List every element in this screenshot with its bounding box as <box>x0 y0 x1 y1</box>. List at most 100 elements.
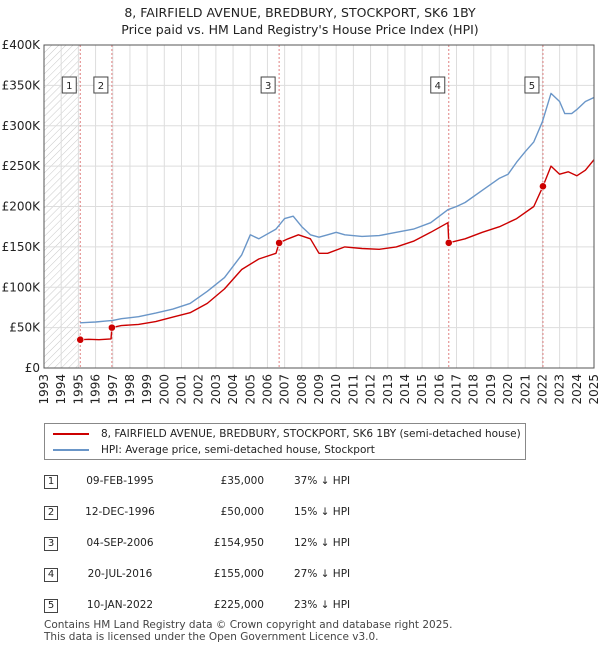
x-tick-label: 1993 <box>37 374 51 405</box>
sale-markers: 1 2 3 4 5 <box>61 76 547 344</box>
transaction-price: £225,000 <box>213 599 264 611</box>
transaction-number: 5 <box>44 599 58 613</box>
x-tick-label: 2004 <box>226 374 240 405</box>
x-tick-label: 2007 <box>278 374 292 405</box>
transaction-date: 10-JAN-2022 <box>86 599 154 611</box>
x-tick-label: 1996 <box>89 374 103 405</box>
sale-point <box>76 335 85 344</box>
x-tick-label: 2002 <box>192 374 206 405</box>
x-tick-label: 1994 <box>54 374 68 405</box>
table-row: 4 20-JUL-2016 £155,000 27% ↓ HPI <box>44 565 464 585</box>
sale-marker-box <box>260 76 276 94</box>
y-axis-ticks: £0 £50K £100K £150K £200K £250K £300K £350K £400… <box>2 40 42 375</box>
legend-label-hpi: HPI: Average price, semi-detached house,… <box>101 444 375 456</box>
transaction-date: 20-JUL-2016 <box>87 568 153 580</box>
transaction-date: 09-FEB-1995 <box>86 475 154 487</box>
x-tick-label: 2016 <box>432 374 446 405</box>
x-tick-label: 2008 <box>295 374 309 405</box>
sale-marker-label: 5 <box>529 81 535 92</box>
legend-entry-property: 8, FAIRFIELD AVENUE, BREDBURY, STOCKPORT… <box>53 426 521 442</box>
transaction-number: 4 <box>44 568 58 582</box>
legend-swatch-hpi <box>53 449 89 451</box>
footer: Contains HM Land Registry data © Crown c… <box>44 619 452 643</box>
transaction-price: £154,950 <box>213 537 264 549</box>
x-tick-label: 2012 <box>364 374 378 405</box>
sale-marker-label: 4 <box>435 81 441 92</box>
x-axis-ticks: 1993 1994 1995 1996 1997 1998 1999 2000 2001 2002… <box>37 374 600 405</box>
y-tick-label: £400K <box>2 40 42 52</box>
chart-title: 8, FAIRFIELD AVENUE, BREDBURY, STOCKPORT… <box>0 4 600 38</box>
transaction-hpi-diff: 23% ↓ HPI <box>294 599 351 611</box>
x-tick-label: 2005 <box>243 374 257 405</box>
transaction-price: £35,000 <box>220 475 264 487</box>
legend-label-property: 8, FAIRFIELD AVENUE, BREDBURY, STOCKPORT… <box>101 428 521 440</box>
gridlines <box>43 44 595 369</box>
series-lines <box>80 92 595 341</box>
sale-point <box>444 238 453 247</box>
x-tick-label: 2017 <box>450 374 464 405</box>
footer-copyright: Contains HM Land Registry data © Crown c… <box>44 619 453 631</box>
sale-point <box>539 182 547 191</box>
x-tick-label: 1998 <box>123 374 137 405</box>
x-tick-label: 2006 <box>260 374 274 405</box>
y-tick-label: £350K <box>2 78 42 92</box>
table-row: 5 10-JAN-2022 £225,000 23% ↓ HPI <box>44 596 464 616</box>
y-tick-label: £300K <box>2 119 42 133</box>
transaction-date: 04-SEP-2006 <box>86 537 154 549</box>
transaction-hpi-diff: 27% ↓ HPI <box>294 568 351 580</box>
x-tick-label: 2021 <box>518 374 532 405</box>
y-tick-label: £250K <box>2 159 42 173</box>
x-tick-label: 2003 <box>209 374 223 405</box>
transaction-hpi-diff: 12% ↓ HPI <box>294 537 351 549</box>
x-tick-label: 2000 <box>157 374 171 405</box>
legend-swatch-property <box>53 433 89 435</box>
x-tick-label: 1999 <box>140 374 154 405</box>
x-tick-label: 2015 <box>415 374 429 405</box>
x-tick-label: 2010 <box>329 374 343 405</box>
table-row: 2 12-DEC-1996 £50,000 15% ↓ HPI <box>44 503 464 523</box>
plot-frame <box>43 44 595 369</box>
sale-marker-label: 3 <box>265 81 271 92</box>
x-tick-label: 2019 <box>484 374 498 405</box>
sale-marker-box <box>524 76 540 94</box>
x-tick-label: 2024 <box>570 374 584 405</box>
price-chart: 1 2 3 4 5 £0 £50K £100K £150K £200K £250K £300K £35… <box>2 40 600 405</box>
transaction-number: 1 <box>44 475 58 489</box>
sale-marker-box <box>61 76 77 94</box>
sale-marker-label: 1 <box>66 81 72 92</box>
y-tick-label: £150K <box>2 240 42 254</box>
transaction-hpi-diff: 37% ↓ HPI <box>294 475 351 487</box>
x-tick-label: 2014 <box>398 374 412 405</box>
x-tick-label: 2025 <box>587 374 600 405</box>
sale-marker-label: 2 <box>98 81 104 92</box>
transaction-price: £155,000 <box>213 568 264 580</box>
sale-vertical-lines <box>79 45 544 368</box>
footer-licence: This data is licensed under the Open Gov… <box>44 631 379 643</box>
sale-point <box>275 238 284 247</box>
table-row: 3 04-SEP-2006 £154,950 12% ↓ HPI <box>44 534 464 554</box>
table-row: 1 09-FEB-1995 £35,000 37% ↓ HPI <box>44 472 464 492</box>
x-tick-label: 2013 <box>381 374 395 405</box>
x-tick-label: 2009 <box>312 374 326 405</box>
sale-marker-box <box>93 76 109 94</box>
sale-point <box>107 323 116 332</box>
legend-entry-hpi: HPI: Average price, semi-detached house,… <box>53 442 375 458</box>
title-line-1: 8, FAIRFIELD AVENUE, BREDBURY, STOCKPORT… <box>124 5 476 20</box>
y-tick-label: £200K <box>2 200 42 214</box>
x-tick-label: 2020 <box>501 374 515 405</box>
series-line <box>80 92 595 324</box>
x-tick-label: 2022 <box>535 374 549 405</box>
series-line <box>80 159 595 341</box>
sale-marker-box <box>430 76 446 94</box>
y-tick-label: £0 <box>25 361 40 375</box>
legend: 8, FAIRFIELD AVENUE, BREDBURY, STOCKPORT… <box>44 423 526 460</box>
x-tick-label: 1997 <box>106 374 120 405</box>
title-line-2: Price paid vs. HM Land Registry's House … <box>121 22 479 37</box>
transaction-price: £50,000 <box>220 506 264 518</box>
transaction-number: 3 <box>44 537 58 551</box>
x-tick-label: 2023 <box>553 374 567 405</box>
x-tick-label: 2011 <box>346 374 360 405</box>
y-tick-label: £100K <box>2 280 42 294</box>
y-tick-label: £50K <box>9 321 41 335</box>
x-tick-label: 2018 <box>467 374 481 405</box>
